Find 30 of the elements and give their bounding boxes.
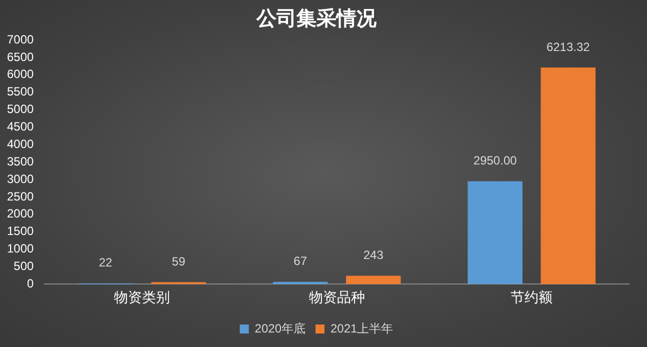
y-tick-label: 1000	[6, 242, 34, 256]
y-tick-label: 0	[27, 276, 34, 291]
y-tick-label: 6500	[6, 50, 34, 64]
y-tick-label: 3000	[6, 172, 34, 186]
y-tick-label: 5500	[6, 84, 34, 99]
data-label: 2950.00	[473, 154, 518, 168]
data-label: 243	[363, 248, 384, 262]
y-tick-label: 3500	[6, 154, 34, 168]
data-label: 59	[172, 254, 186, 268]
y-tick-label: 1500	[6, 224, 34, 238]
data-label: 22	[98, 256, 113, 270]
chart-title: 公司集采情况	[256, 6, 378, 30]
y-tick-label: 2000	[6, 206, 34, 221]
x-tick-label: 节约额	[510, 290, 553, 306]
legend-label: 2020年底	[254, 321, 306, 336]
data-label: 6213.32	[546, 40, 590, 54]
y-tick-label: 2500	[6, 189, 34, 204]
bar	[540, 67, 596, 284]
y-tick-label: 4500	[6, 120, 34, 134]
x-tick-label: 物资类别	[114, 290, 170, 306]
y-tick-label: 5000	[6, 102, 34, 116]
x-tick-label: 物资品种	[308, 290, 365, 306]
y-tick-label: 500	[14, 259, 34, 274]
y-tick-label: 4000	[6, 136, 34, 151]
bar	[346, 276, 401, 284]
y-tick-label: 7000	[6, 32, 34, 46]
bar	[468, 181, 522, 284]
data-label: 67	[294, 254, 308, 268]
y-tick-label: 6000	[6, 67, 34, 82]
legend-label: 2021上半年	[330, 321, 394, 336]
